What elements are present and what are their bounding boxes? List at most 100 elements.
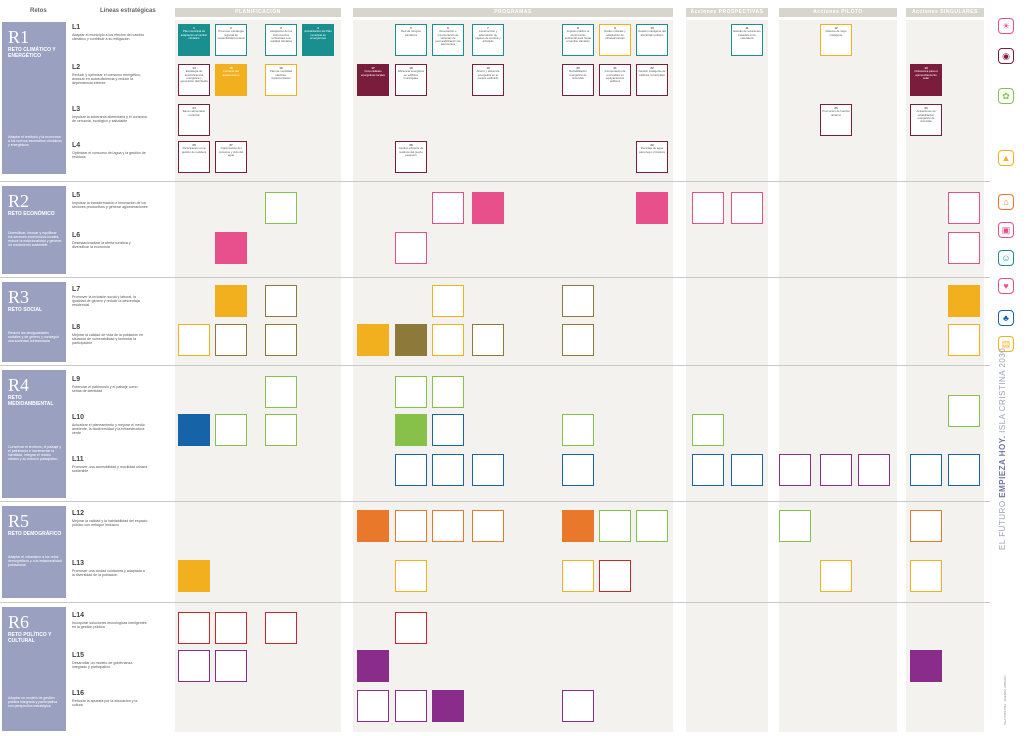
action-card[interactable]: [472, 324, 504, 356]
action-card[interactable]: [779, 454, 811, 486]
action-card[interactable]: 25 Promoción de huertos urbanos: [820, 104, 852, 136]
action-card[interactable]: [395, 454, 427, 486]
action-card[interactable]: 5 Red de refugios climáticos: [395, 24, 427, 56]
action-card[interactable]: [472, 192, 504, 224]
action-card[interactable]: [357, 650, 389, 682]
action-card[interactable]: [265, 324, 297, 356]
action-card[interactable]: [599, 560, 631, 592]
action-card[interactable]: [779, 510, 811, 542]
action-card[interactable]: [178, 650, 210, 682]
action-card[interactable]: 12 Sistema de riego inteligente: [820, 24, 852, 56]
action-card[interactable]: 2 Promover estrategia regional de sosteni…: [215, 24, 247, 56]
action-card[interactable]: [265, 192, 297, 224]
action-card[interactable]: [562, 454, 594, 486]
action-card[interactable]: [910, 510, 942, 542]
action-card[interactable]: [948, 454, 980, 486]
action-card[interactable]: 21 Incorporación de renovables en equipam…: [599, 64, 631, 96]
action-card[interactable]: [562, 510, 594, 542]
action-card[interactable]: 22 Gestión inteligente de edificios munic…: [636, 64, 668, 96]
action-card[interactable]: 27 Optimización del consumo y ciclo del a…: [215, 141, 247, 173]
action-card[interactable]: [357, 510, 389, 542]
action-card[interactable]: 4 Actualización del Plan municipal de eme…: [302, 24, 334, 56]
action-card[interactable]: [692, 454, 724, 486]
action-card[interactable]: [820, 560, 852, 592]
action-card[interactable]: [357, 690, 389, 722]
action-card[interactable]: 10 Gestión inteligente del alumbrado públ…: [636, 24, 668, 56]
action-card[interactable]: 19 Ahorro y eficiencia energética en el p…: [472, 64, 504, 96]
action-card[interactable]: 29 Reciclaje de agua para riego y limpiez…: [636, 141, 668, 173]
action-card[interactable]: [692, 192, 724, 224]
action-card[interactable]: 9 Redes urbanas y adaptación de infraestr…: [599, 24, 631, 56]
action-card[interactable]: [215, 612, 247, 644]
action-card[interactable]: [910, 650, 942, 682]
action-card[interactable]: [265, 612, 297, 644]
action-card[interactable]: 17 Comunidades energéticas locales: [357, 64, 389, 96]
action-card[interactable]: [562, 324, 594, 356]
action-card[interactable]: [432, 192, 464, 224]
action-card[interactable]: [178, 324, 210, 356]
action-card[interactable]: [562, 690, 594, 722]
action-card[interactable]: 28 Gestión eficiente de residuos del puer…: [395, 141, 427, 173]
action-card[interactable]: [265, 414, 297, 446]
action-card[interactable]: [215, 324, 247, 356]
action-card[interactable]: [395, 560, 427, 592]
action-card[interactable]: [636, 510, 668, 542]
action-card[interactable]: [395, 232, 427, 264]
action-card[interactable]: [357, 324, 389, 356]
action-card[interactable]: [948, 192, 980, 224]
action-card[interactable]: [948, 324, 980, 356]
action-card[interactable]: [948, 285, 980, 317]
action-card[interactable]: [910, 454, 942, 486]
action-card[interactable]: [265, 285, 297, 317]
action-card[interactable]: 26 Participación en la gestión de residuo…: [178, 141, 210, 173]
action-card[interactable]: [562, 414, 594, 446]
action-card[interactable]: [215, 650, 247, 682]
action-card[interactable]: [948, 395, 980, 427]
action-card[interactable]: [692, 414, 724, 446]
action-card[interactable]: 1 Plan municipal de adaptación al cambio …: [178, 24, 210, 56]
action-card[interactable]: [432, 510, 464, 542]
action-card[interactable]: [265, 376, 297, 408]
action-card[interactable]: [432, 454, 464, 486]
action-card[interactable]: [215, 414, 247, 446]
action-card[interactable]: 11 Estudio de soluciones basadas en la na…: [731, 24, 763, 56]
action-card[interactable]: [395, 414, 427, 446]
action-card[interactable]: [820, 454, 852, 486]
action-card[interactable]: [178, 612, 210, 644]
action-card[interactable]: 18 Eficiencia energética en edificios mun…: [395, 64, 427, 96]
action-card[interactable]: [215, 232, 247, 264]
action-card[interactable]: 7 Construcción y adecuación de lugares de…: [472, 24, 504, 56]
action-card[interactable]: [395, 510, 427, 542]
action-card[interactable]: 15 Fomento del autoconsumo: [215, 64, 247, 96]
action-card[interactable]: [178, 560, 210, 592]
action-card[interactable]: [432, 376, 464, 408]
action-card[interactable]: [599, 510, 631, 542]
action-card[interactable]: 14 Estrategia de autosuficiencia energéti…: [178, 64, 210, 96]
action-card[interactable]: [432, 324, 464, 356]
action-card[interactable]: [472, 510, 504, 542]
action-card[interactable]: 3 Adaptación de los instrumentos territor…: [265, 24, 297, 56]
action-card[interactable]: [731, 454, 763, 486]
action-card[interactable]: [636, 192, 668, 224]
action-card[interactable]: [858, 454, 890, 486]
action-card[interactable]: [948, 232, 980, 264]
action-card[interactable]: [432, 690, 464, 722]
action-card[interactable]: 20 Rehabilitación energética de viviendas: [562, 64, 594, 96]
action-card[interactable]: 8 Impulso público al compromiso ambiental…: [562, 24, 594, 56]
action-card[interactable]: [562, 285, 594, 317]
action-card[interactable]: 13 Ordenanza para el aprovechamiento sola…: [910, 64, 942, 96]
action-card[interactable]: [395, 376, 427, 408]
action-card[interactable]: [178, 414, 210, 446]
action-card[interactable]: [910, 560, 942, 592]
action-card[interactable]: [432, 285, 464, 317]
action-card[interactable]: [395, 690, 427, 722]
action-card[interactable]: [395, 612, 427, 644]
action-card[interactable]: 24 Banco alimentario territorial: [178, 104, 210, 136]
action-card[interactable]: 16 Plan de movilidad eléctrica: implement…: [265, 64, 297, 96]
action-card[interactable]: [215, 285, 247, 317]
action-card[interactable]: [395, 324, 427, 356]
action-card[interactable]: 23 Actuaciones de rehabilitación energéti…: [910, 104, 942, 136]
action-card[interactable]: [472, 454, 504, 486]
action-card[interactable]: [562, 560, 594, 592]
action-card[interactable]: [432, 414, 464, 446]
